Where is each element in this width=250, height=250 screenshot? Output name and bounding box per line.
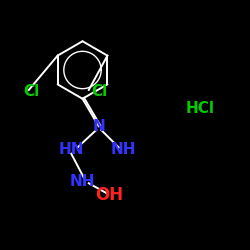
Text: NH: NH xyxy=(111,142,136,158)
Text: OH: OH xyxy=(95,186,123,204)
Text: N: N xyxy=(92,119,105,134)
Text: Cl: Cl xyxy=(91,84,108,99)
Text: HCl: HCl xyxy=(186,101,214,116)
Text: HN: HN xyxy=(58,142,84,158)
Text: Cl: Cl xyxy=(24,84,40,99)
Text: NH: NH xyxy=(70,174,95,189)
